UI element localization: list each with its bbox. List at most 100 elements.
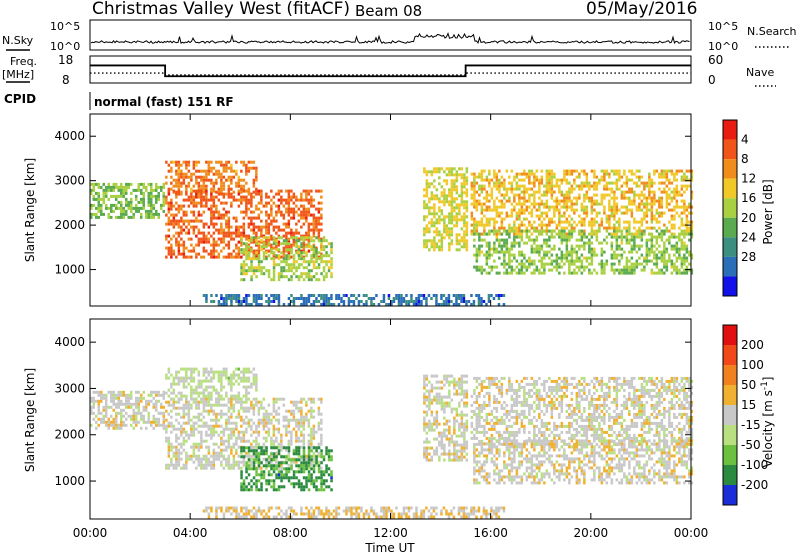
colorbar-tick-label: -100 <box>741 458 768 472</box>
nsky-line <box>90 32 690 45</box>
echo-region-4 <box>423 167 469 252</box>
freq-tick-bottom: 8 <box>62 73 70 87</box>
nsky-tick-bottom: 10^0 <box>50 40 80 53</box>
station-title: Christmas Valley West (fitACF) <box>92 0 350 19</box>
colorbar-tick-label: 8 <box>741 152 749 166</box>
colorbar-tick-label: -50 <box>741 438 761 452</box>
colorbar-tick-label: 12 <box>741 172 756 186</box>
power-panel: 1000 2000 3000 4000 Slant Range [km] 4 8 12 16… <box>23 113 775 307</box>
colorbar-swatch <box>723 465 737 485</box>
echo-region-1 <box>165 160 258 194</box>
cpid-label: CPID <box>4 92 36 106</box>
colorbar-tick-label: 4 <box>741 133 749 147</box>
colorbar-swatch <box>723 345 737 365</box>
colorbar-tick-label: 15 <box>741 398 756 412</box>
colorbar-swatch <box>723 217 737 238</box>
nave-tick-top: 60 <box>708 53 723 67</box>
colorbar-swatch <box>723 385 737 405</box>
colorbar-frame <box>722 324 738 506</box>
velocity-panel: 1000 2000 3000 4000 Slant Range [km] 200 100… <box>23 318 775 520</box>
x-tick-label: 00:00 <box>73 526 108 540</box>
colorbar-tick-label: 24 <box>741 230 756 244</box>
date-label: 05/May/2016 <box>586 0 698 19</box>
time-axis-ticks: 00:00 04:00 08:00 12:00 16:00 20:00 00:00 <box>73 526 709 540</box>
nave-label: Nave <box>746 66 774 79</box>
colorbar-swatch <box>723 178 737 199</box>
colorbar-swatch <box>723 276 737 296</box>
colorbar-swatch <box>723 237 737 257</box>
echo-region-3 <box>240 446 333 492</box>
freq-trace <box>90 64 691 78</box>
freq-panel: Freq. [MHz] 18 8 60 0 Nave <box>2 53 776 87</box>
x-tick-label: 04:00 <box>173 526 208 540</box>
freq-tick-top: 18 <box>58 53 73 67</box>
colorbar-swatch <box>723 159 737 179</box>
x-tick-label: 08:00 <box>273 526 308 540</box>
nsky-label: N.Sky <box>2 34 34 47</box>
colorbar-tick-label: 50 <box>741 378 756 392</box>
colorbar-tick-label: 16 <box>741 191 756 205</box>
colorbar-tick-label: 20 <box>741 211 756 225</box>
nave-tick-bottom: 0 <box>708 73 716 87</box>
velocity-echoes <box>90 367 694 519</box>
y-tick-label: 2000 <box>54 428 85 442</box>
colorbar-swatch <box>723 256 737 277</box>
echo-region-1 <box>165 367 258 401</box>
nsky-trace <box>90 32 690 45</box>
colorbar-tick-label: -15 <box>741 418 761 432</box>
echo-region-0 <box>90 182 165 219</box>
colorbar-tick-label: 28 <box>741 250 756 264</box>
echo-region-0 <box>90 390 165 430</box>
y-tick-label: 3000 <box>54 381 85 395</box>
velocity-ylabel: Slant Range [km] <box>23 368 37 472</box>
freq-frame <box>89 55 692 84</box>
echo-region-2 <box>165 189 323 259</box>
time-axis-label: Time UT <box>364 541 415 554</box>
y-tick-label: 2000 <box>54 218 85 232</box>
colorbar-swatch <box>723 325 737 345</box>
colorbar-tick-label: -200 <box>741 478 768 492</box>
colorbar-tick-label: 100 <box>741 358 764 372</box>
colorbar-swatch <box>723 120 737 140</box>
velocity-colorbar-label: Velocity [m s-1] <box>760 377 775 468</box>
y-tick-label: 4000 <box>54 129 85 143</box>
x-tick-label: 16:00 <box>473 526 508 540</box>
colorbar-swatch <box>723 139 737 160</box>
power-colorbar-label: Power [dB] <box>761 179 775 244</box>
echo-region-5 <box>470 169 694 236</box>
colorbar-swatch <box>723 405 737 425</box>
power-colorbar: 4 8 12 16 20 24 28 <box>722 119 756 297</box>
nsky-frame <box>89 19 692 51</box>
nave-line <box>90 72 691 76</box>
echo-region-3 <box>240 236 333 282</box>
x-tick-label: 12:00 <box>373 526 408 540</box>
cpid-text: normal (fast) 151 RF <box>94 95 234 109</box>
cpid-panel: CPID normal (fast) 151 RF <box>4 92 234 110</box>
nsky-tick-top: 10^5 <box>50 20 80 33</box>
power-ylabel: Slant Range [km] <box>23 158 37 262</box>
colorbar-swatch <box>723 425 737 445</box>
y-tick-label: 4000 <box>54 335 85 349</box>
freq-line <box>90 64 691 78</box>
velocity-axes: 1000 2000 3000 4000 <box>54 319 692 519</box>
nsky-panel: N.Sky 10^5 10^0 10^5 10^0 N.Search <box>2 19 797 53</box>
beam-label: Beam 08 <box>355 2 422 20</box>
nsearch-label: N.Search <box>747 25 797 38</box>
y-tick-label: 3000 <box>54 174 85 188</box>
y-tick-label: 1000 <box>54 263 85 277</box>
colorbar-frame <box>722 119 738 297</box>
freq-label-line1: Freq. <box>10 55 37 68</box>
velocity-colorbar: 200 100 50 15 -15 -50 -100 -200 <box>722 324 768 506</box>
colorbar-swatch <box>723 485 737 505</box>
x-tick-label: 00:00 <box>674 526 709 540</box>
colorbar-swatch <box>723 365 737 385</box>
echo-region-6 <box>473 229 694 275</box>
echo-region-5 <box>470 376 694 446</box>
echo-region-4 <box>423 374 469 462</box>
colorbar-swatch <box>723 445 737 465</box>
freq-label-line2: [MHz] <box>2 68 34 81</box>
nsearch-tick-bottom: 10^0 <box>708 40 738 53</box>
power-echoes <box>90 160 694 306</box>
echo-region-7 <box>202 294 506 306</box>
